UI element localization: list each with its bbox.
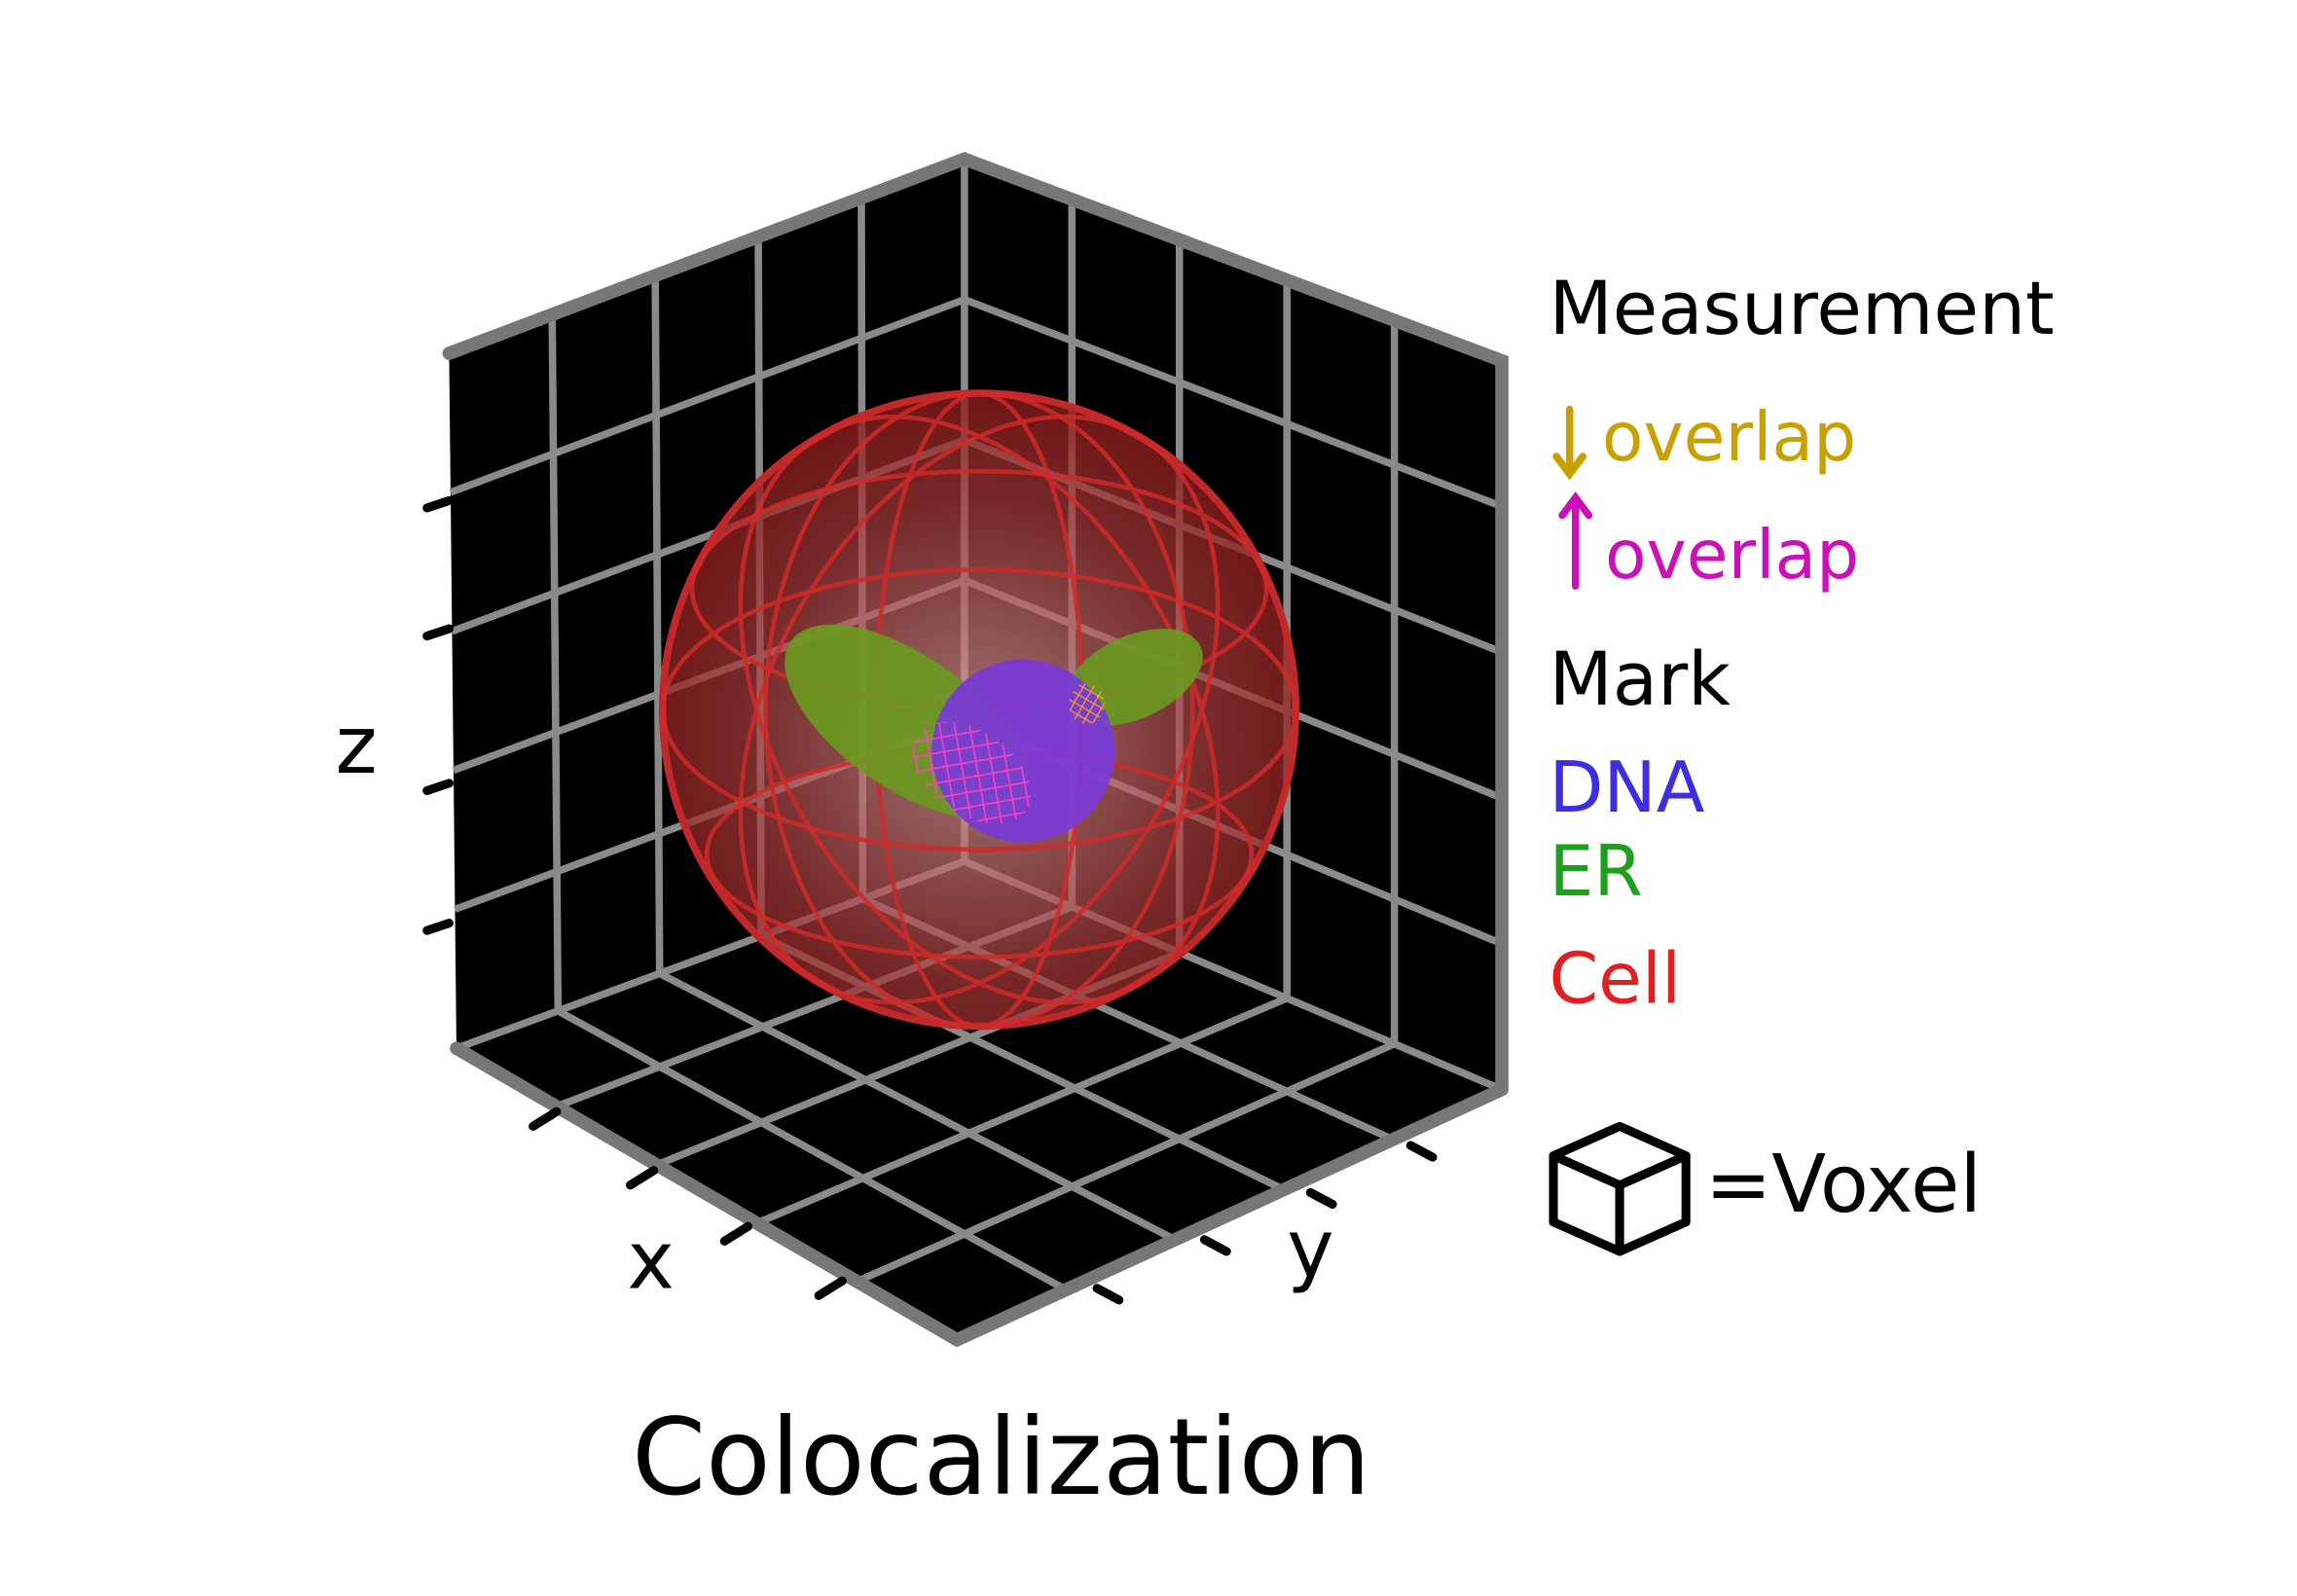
grid-line [855,1040,1397,1286]
grid-line [651,275,664,974]
z-tick [422,495,454,513]
legend-item: overlap [1602,398,1856,477]
title: Colocalization [632,1396,1370,1519]
x-tick [529,1106,562,1131]
floor-edge [450,1041,1509,1348]
cube-edges [442,152,1509,1348]
legend-item: overlap [1605,516,1859,595]
voxel-icon [1549,1121,1691,1256]
z-tick [422,919,454,935]
y-tick [1092,1284,1124,1305]
cell [658,389,1300,1031]
legend-item: Cell [1549,939,1681,1021]
y-axis-label: y [1287,1203,1333,1295]
grid-line [755,995,1289,1227]
z-axis-label: z [336,700,378,792]
up-arrow [1558,491,1593,590]
low-overlap [1069,683,1105,725]
high-overlap [912,722,1032,824]
arrow-head [1552,453,1587,481]
mesh-line [660,567,1298,852]
mesh-line [763,390,1195,1029]
grid-line [556,1007,1069,1293]
legend-item: DNA [1549,747,1704,829]
legend-heading: Mark [1549,636,1731,722]
legend-heading: Measurement [1549,266,2054,351]
voxel-label: =Voxel [1705,1139,1982,1231]
cell-mesh [660,390,1298,1029]
grid-line [449,296,966,496]
x-tick [814,1276,847,1300]
x-axis-label: x [627,1215,674,1308]
voxel-right [1615,1151,1691,1256]
z-tick [422,779,454,795]
grid-line [658,969,1177,1244]
mesh-line [738,415,1221,1005]
legend-item: ER [1549,831,1642,913]
y-tick [1405,1141,1438,1162]
ticks [422,495,1438,1305]
outer-edge [442,152,1509,1097]
mesh-line [738,415,1221,1005]
y-tick [1305,1187,1337,1210]
grid-line [548,314,563,1011]
down-arrow [1552,405,1587,481]
z-tick [422,624,454,641]
grid-line [963,296,1504,510]
x-tick [719,1221,753,1246]
x-tick [625,1166,659,1190]
y-tick [1199,1235,1231,1256]
arrow-head [1558,491,1593,520]
